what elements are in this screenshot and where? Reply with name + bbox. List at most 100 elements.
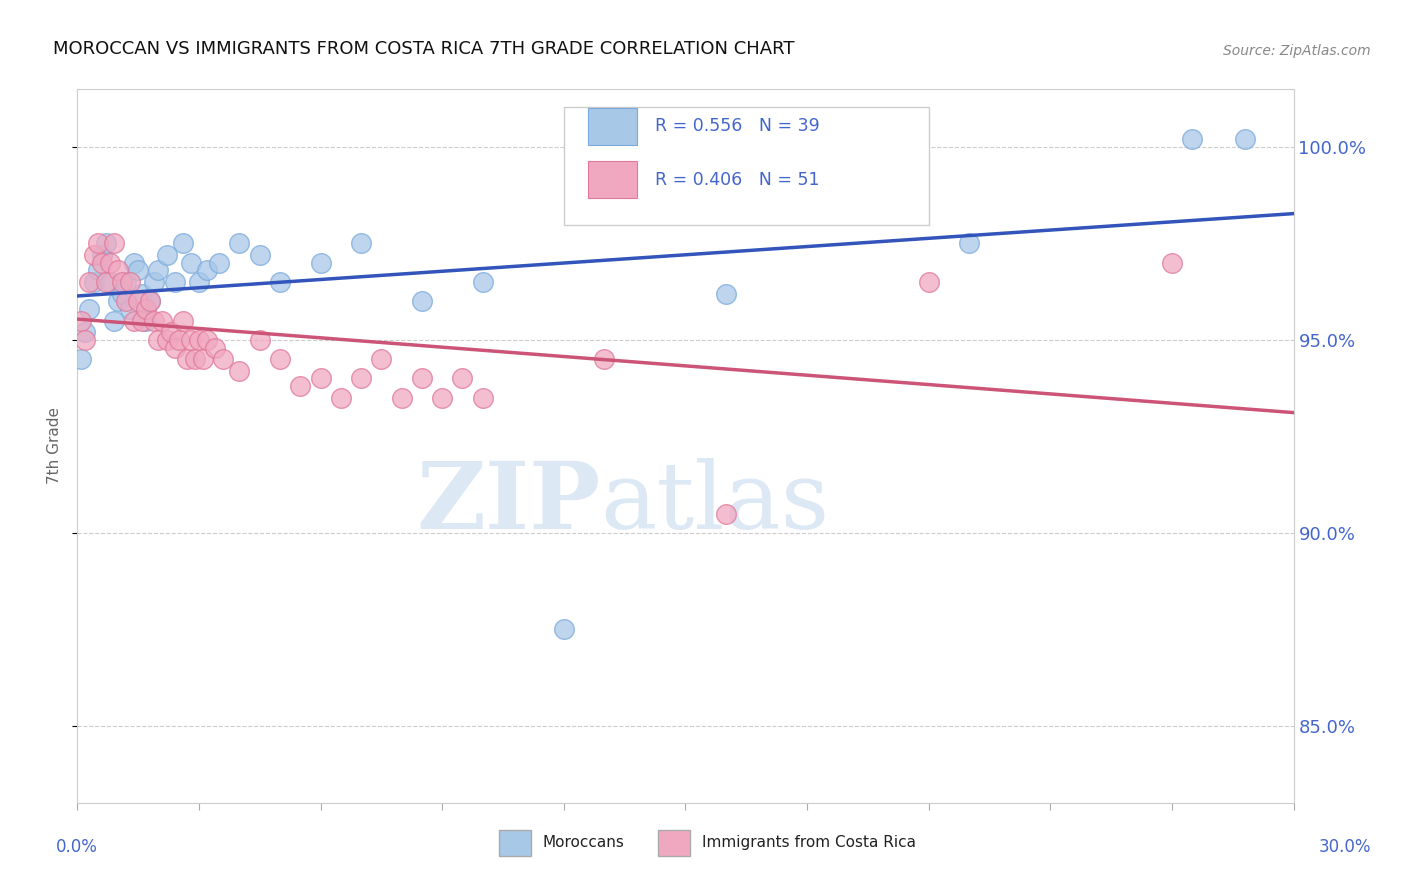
Text: Moroccans: Moroccans: [543, 836, 624, 850]
Point: [184, 352, 207, 367]
Point: [127, 263, 149, 277]
Point: [432, 391, 454, 405]
Point: [135, 301, 157, 316]
Point: [195, 263, 218, 277]
Point: [163, 275, 186, 289]
Point: [208, 256, 231, 270]
Point: [167, 333, 190, 347]
Point: [148, 333, 170, 347]
Point: [471, 391, 494, 405]
Point: [370, 352, 392, 367]
Point: [180, 256, 202, 270]
Point: [163, 341, 186, 355]
Point: [115, 294, 138, 309]
Point: [714, 507, 737, 521]
Point: [103, 313, 125, 327]
Point: [111, 275, 134, 289]
Point: [152, 313, 174, 327]
Point: [329, 391, 352, 405]
Point: [471, 275, 494, 289]
Text: 30.0%: 30.0%: [1319, 838, 1371, 856]
Text: Immigrants from Costa Rica: Immigrants from Costa Rica: [702, 836, 915, 850]
Point: [79, 301, 101, 316]
Point: [918, 275, 941, 289]
Point: [553, 622, 575, 636]
Point: [86, 236, 108, 251]
Point: [131, 286, 153, 301]
Y-axis label: 7th Grade: 7th Grade: [46, 408, 62, 484]
Point: [451, 371, 474, 385]
Point: [107, 263, 129, 277]
FancyBboxPatch shape: [564, 107, 929, 225]
Point: [70, 313, 93, 327]
Point: [957, 236, 980, 251]
Point: [290, 379, 312, 393]
Point: [1181, 132, 1204, 146]
Text: ZIP: ZIP: [416, 458, 600, 548]
Point: [172, 236, 194, 251]
Point: [83, 248, 105, 262]
Point: [159, 325, 181, 339]
Point: [103, 236, 125, 251]
Point: [143, 313, 166, 327]
Point: [228, 236, 250, 251]
Point: [350, 236, 373, 251]
Point: [269, 275, 291, 289]
Point: [269, 352, 291, 367]
Point: [411, 371, 433, 385]
Point: [122, 256, 145, 270]
Point: [212, 352, 235, 367]
Point: [127, 294, 149, 309]
FancyBboxPatch shape: [588, 161, 637, 198]
Point: [249, 248, 271, 262]
Point: [172, 313, 194, 327]
Point: [411, 294, 433, 309]
Point: [94, 236, 117, 251]
Point: [188, 275, 211, 289]
Text: atlas: atlas: [600, 458, 830, 548]
Point: [143, 275, 166, 289]
Point: [115, 275, 138, 289]
Point: [180, 333, 202, 347]
Point: [309, 256, 332, 270]
FancyBboxPatch shape: [658, 830, 690, 856]
Point: [94, 275, 117, 289]
Point: [188, 333, 211, 347]
Point: [139, 294, 162, 309]
Point: [75, 333, 97, 347]
Point: [75, 325, 97, 339]
Point: [155, 248, 177, 262]
Point: [86, 263, 108, 277]
Point: [148, 263, 170, 277]
Text: MOROCCAN VS IMMIGRANTS FROM COSTA RICA 7TH GRADE CORRELATION CHART: MOROCCAN VS IMMIGRANTS FROM COSTA RICA 7…: [53, 40, 794, 58]
Point: [118, 301, 141, 316]
Point: [83, 275, 105, 289]
Point: [155, 333, 177, 347]
Point: [309, 371, 332, 385]
FancyBboxPatch shape: [499, 830, 531, 856]
Point: [228, 364, 250, 378]
Text: Source: ZipAtlas.com: Source: ZipAtlas.com: [1223, 44, 1371, 58]
Point: [90, 248, 112, 262]
Point: [107, 294, 129, 309]
Text: R = 0.556   N = 39: R = 0.556 N = 39: [655, 118, 820, 136]
Point: [98, 256, 121, 270]
Point: [90, 256, 112, 270]
Point: [70, 352, 93, 367]
Text: R = 0.406   N = 51: R = 0.406 N = 51: [655, 171, 820, 189]
Point: [191, 352, 214, 367]
Point: [204, 341, 226, 355]
Point: [593, 352, 616, 367]
Point: [714, 286, 737, 301]
Point: [195, 333, 218, 347]
Point: [135, 313, 157, 327]
Point: [98, 275, 121, 289]
Point: [79, 275, 101, 289]
Point: [131, 313, 153, 327]
Point: [111, 286, 134, 301]
Text: 0.0%: 0.0%: [56, 838, 98, 856]
Point: [122, 313, 145, 327]
Point: [139, 294, 162, 309]
Point: [176, 352, 198, 367]
Point: [249, 333, 271, 347]
